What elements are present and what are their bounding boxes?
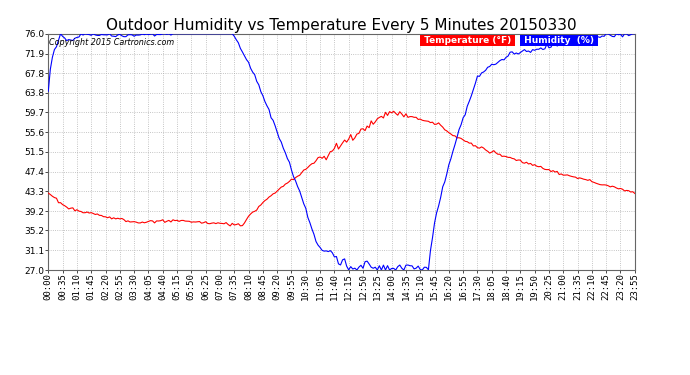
Text: Copyright 2015 Cartronics.com: Copyright 2015 Cartronics.com — [49, 39, 174, 48]
Text: Temperature (°F): Temperature (°F) — [421, 36, 514, 45]
Title: Outdoor Humidity vs Temperature Every 5 Minutes 20150330: Outdoor Humidity vs Temperature Every 5 … — [106, 18, 577, 33]
Text: Humidity  (%): Humidity (%) — [521, 36, 597, 45]
